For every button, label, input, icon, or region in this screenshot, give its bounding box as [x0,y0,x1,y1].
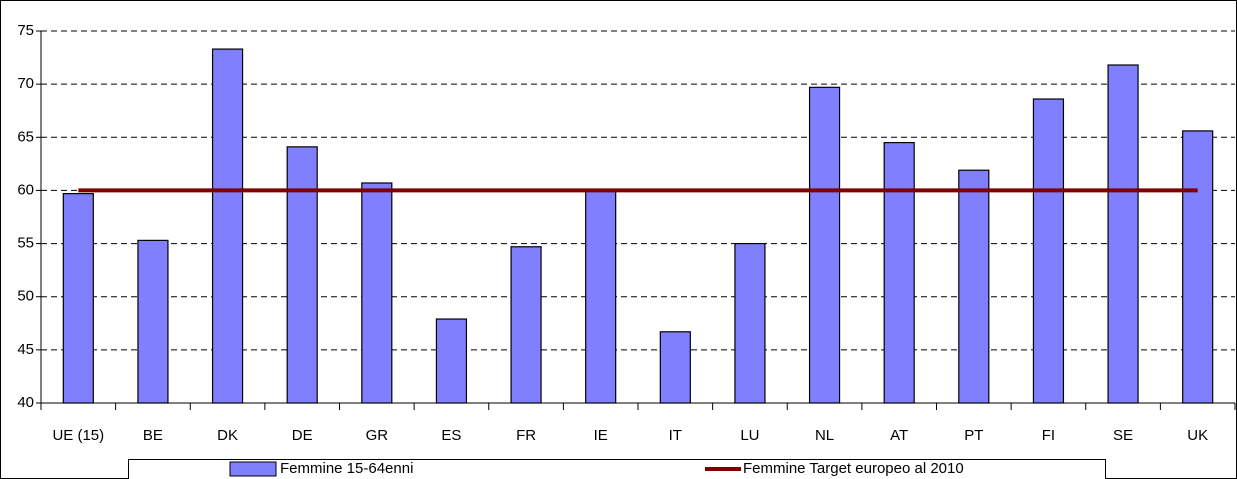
x-tick-label: SE [1113,427,1133,444]
bar [958,169,990,404]
y-tick-label: 75 [17,22,34,39]
x-tick-label: IE [594,427,608,444]
bar [510,246,542,404]
bar [1107,64,1139,404]
y-tick-label: 45 [17,341,34,358]
x-tick-label: DE [292,427,313,444]
x-tick-label: PT [964,427,983,444]
y-tick-label: 65 [17,128,34,145]
bar [883,142,915,404]
x-tick-label: AT [890,427,908,444]
x-tick-label: GR [366,427,389,444]
x-tick-label: UE (15) [52,427,104,444]
x-tick-label: NL [815,427,834,444]
bar [62,193,94,404]
bar [585,188,617,404]
y-tick-label: 70 [17,75,34,92]
x-tick-label: FI [1042,427,1055,444]
x-tick-label: DK [217,427,238,444]
legend-box [128,459,1106,479]
x-tick-label: ES [441,427,461,444]
bar [1182,130,1214,404]
bar [808,86,841,404]
bar [361,182,393,404]
x-tick-label: BE [143,427,163,444]
y-tick-label: 55 [17,235,34,252]
x-tick-label: UK [1187,427,1208,444]
bar [286,146,318,404]
y-tick-label: 50 [17,288,34,305]
bar [137,239,169,404]
bar [659,331,691,404]
legend-label: Femmine Target europeo al 2010 [743,460,964,477]
x-tick-label: FR [516,427,536,444]
x-tick-label: IT [669,427,682,444]
y-tick-label: 40 [17,394,34,411]
bar [211,48,244,404]
legend-label: Femmine 15-64enni [280,460,413,477]
x-tick-label: LU [740,427,759,444]
y-tick-label: 60 [17,181,34,198]
bar [734,242,766,404]
bar [1032,98,1065,404]
legend-swatch [229,461,277,477]
bar [435,318,468,404]
